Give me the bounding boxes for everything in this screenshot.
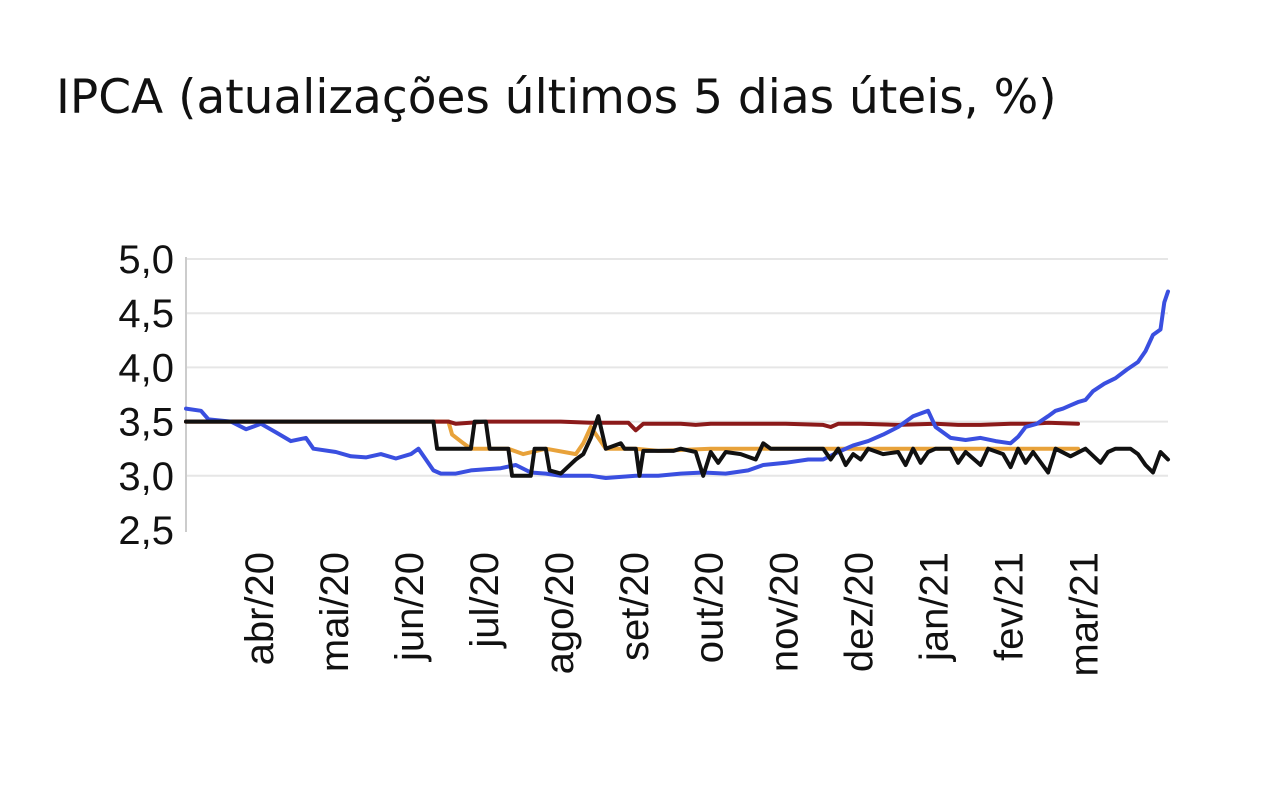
y-tick-label: 3,5 (118, 401, 174, 445)
x-tick-label: out/20 (688, 552, 732, 663)
chart-title: IPCA (atualizações últimos 5 dias úteis,… (56, 70, 1057, 125)
y-axis-ticks: 5,0 4,5 4,0 3,5 3,0 2,5 (118, 238, 174, 553)
x-tick-label: mai/20 (313, 552, 357, 672)
x-tick-label: jan/21 (913, 552, 957, 662)
x-tick-label: set/20 (613, 552, 657, 661)
y-tick-label: 5,0 (118, 238, 174, 282)
x-axis-ticks: abr/20 mai/20 jun/20 jul/20 ago/20 set/20 out/… (238, 552, 1107, 677)
y-tick-label: 3,0 (118, 455, 174, 499)
series-lines (184, 289, 1170, 480)
series-line-4 (184, 414, 1170, 478)
x-tick-label: ago/20 (538, 552, 582, 674)
x-tick-label: abr/20 (238, 552, 282, 665)
x-tick-label: dez/20 (838, 552, 882, 672)
x-tick-label: nov/20 (763, 552, 807, 672)
x-tick-label: mar/21 (1063, 552, 1107, 677)
x-tick-label: fev/21 (988, 552, 1032, 661)
series-line-2 (184, 419, 1080, 433)
y-tick-label: 4,5 (118, 292, 174, 336)
x-tick-label: jul/20 (463, 552, 507, 649)
y-tick-label: 2,5 (118, 509, 174, 553)
x-tick-label: jun/20 (388, 552, 432, 662)
series-line-3 (184, 289, 1170, 480)
gridlines (186, 258, 1168, 477)
y-tick-label: 4,0 (118, 346, 174, 390)
